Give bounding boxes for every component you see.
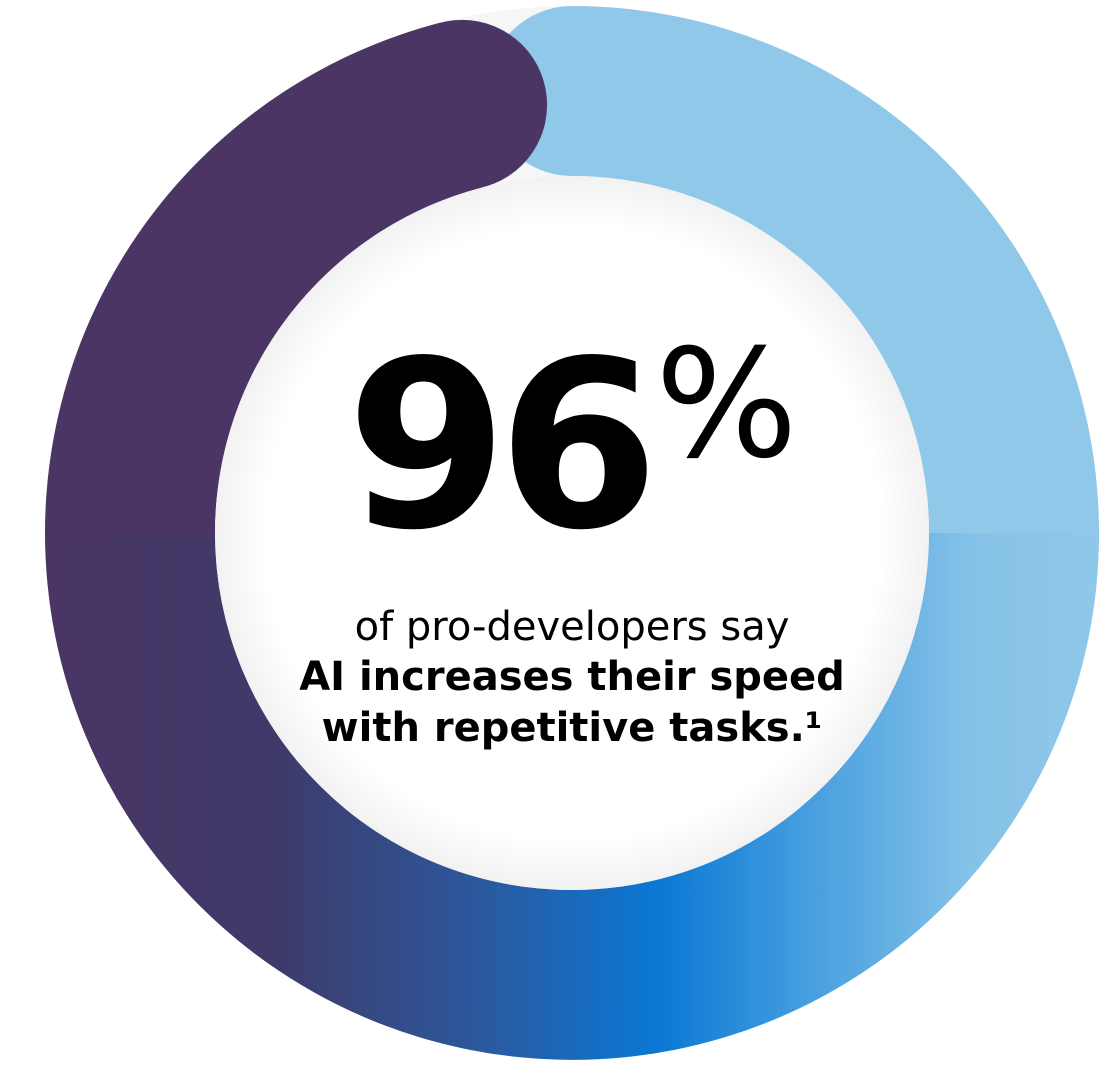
caption-line-2: AI increases their speed (299, 654, 845, 701)
big-percentage: 96% (222, 330, 922, 590)
caption-line-3: with repetitive tasks.¹ (321, 704, 823, 751)
donut-slice-main-left (45, 22, 484, 534)
donut-slice-main-bottom (45, 533, 1099, 1060)
caption: of pro-developers say AI increases their… (222, 602, 922, 753)
caption-line-1: of pro-developers say (354, 604, 790, 650)
donut-center-disc (215, 176, 929, 890)
percent-sign: % (655, 318, 798, 492)
donut-cap-end (377, 19, 548, 190)
percentage-number: 96 (346, 311, 659, 581)
